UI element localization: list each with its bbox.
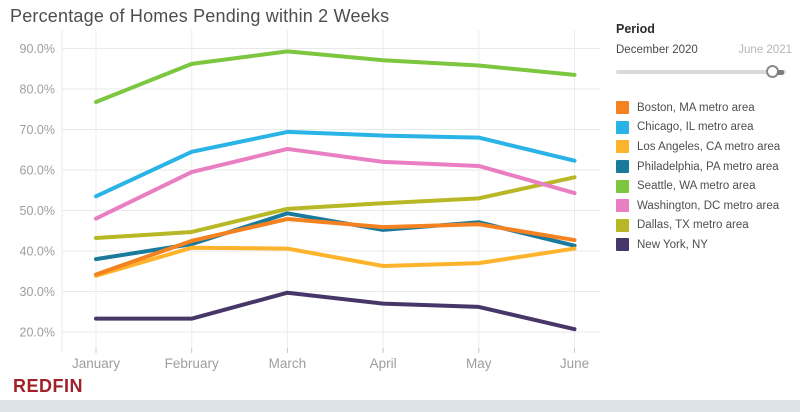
x-tick-label: April xyxy=(370,356,397,371)
y-tick-label: 50.0% xyxy=(20,204,55,218)
legend-label: Seattle, WA metro area xyxy=(637,180,756,193)
slider-handle[interactable] xyxy=(766,65,785,78)
series-line-los-angeles-ca-metro-area xyxy=(94,245,577,278)
x-tick-label: March xyxy=(269,356,307,371)
period-slider[interactable] xyxy=(614,64,788,80)
x-tick-label: February xyxy=(165,356,219,371)
legend-item[interactable]: Los Angeles, CA metro area xyxy=(616,137,794,157)
legend-swatch xyxy=(616,160,629,174)
legend-label: Washington, DC metro area xyxy=(637,199,780,212)
series-line-dallas-tx-metro-area xyxy=(94,175,577,241)
series-line-seattle-wa-metro-area xyxy=(94,49,577,104)
legend-item[interactable]: Boston, MA metro area xyxy=(616,98,794,118)
x-tick-label: June xyxy=(560,356,589,371)
y-tick-label: 20.0% xyxy=(20,326,55,340)
period-filter-title: Period xyxy=(616,22,655,36)
legend-swatch xyxy=(616,101,629,115)
legend-label: Philadelphia, PA metro area xyxy=(637,160,779,173)
y-tick-label: 80.0% xyxy=(20,83,55,97)
legend-swatch xyxy=(616,120,629,134)
page-title: Percentage of Homes Pending within 2 Wee… xyxy=(10,6,390,26)
legend-item[interactable]: Seattle, WA metro area xyxy=(616,176,794,196)
legend-swatch xyxy=(616,140,629,154)
chart-legend: Boston, MA metro area Chicago, IL metro a… xyxy=(614,98,794,255)
y-tick-label: 70.0% xyxy=(20,123,55,137)
legend-label: New York, NY xyxy=(637,238,708,251)
y-tick-label: 60.0% xyxy=(20,164,55,178)
legend-label: Boston, MA metro area xyxy=(637,101,755,114)
legend-item[interactable]: Chicago, IL metro area xyxy=(616,118,794,138)
slider-handle-stem xyxy=(777,69,785,75)
legend-item[interactable]: Philadelphia, PA metro area xyxy=(616,157,794,177)
series-line-washington-dc-metro-area xyxy=(94,146,577,221)
legend-item[interactable]: New York, NY xyxy=(616,235,794,255)
legend-item[interactable]: Washington, DC metro area xyxy=(616,196,794,216)
redfin-logo: REDFIN xyxy=(13,376,83,396)
y-tick-label: 90.0% xyxy=(20,42,55,56)
legend-swatch xyxy=(616,218,629,232)
legend-label: Dallas, TX metro area xyxy=(637,219,749,232)
line-chart: 90.0% 80.0% 70.0% 60.0% 50.0% 40.0% 30.0% 20.0%… xyxy=(20,30,600,371)
series-line-chicago-il-metro-area xyxy=(94,129,577,199)
x-tick-label: May xyxy=(466,356,492,371)
series-line-philadelphia-pa-metro-area xyxy=(94,211,577,262)
legend-label: Los Angeles, CA metro area xyxy=(637,140,781,153)
x-tick-label: January xyxy=(72,356,120,371)
slider-track[interactable] xyxy=(616,70,786,74)
period-start-label: December 2020 xyxy=(616,44,698,56)
period-end-label: June 2021 xyxy=(738,44,792,56)
period-range-labels: December 2020 June 2021 xyxy=(614,44,794,56)
footer-bar xyxy=(0,400,800,412)
legend-label: Chicago, IL metro area xyxy=(637,121,754,134)
legend-swatch xyxy=(616,179,629,193)
legend-swatch xyxy=(616,238,629,252)
y-tick-label: 40.0% xyxy=(20,245,55,259)
y-tick-label: 30.0% xyxy=(20,285,55,299)
series-line-new-york-ny xyxy=(94,290,577,332)
filter-panel: Period December 2020 June 2021 Boston, M… xyxy=(614,22,794,255)
series-line-boston-ma-metro-area xyxy=(94,217,577,277)
legend-item[interactable]: Dallas, TX metro area xyxy=(616,216,794,236)
legend-swatch xyxy=(616,199,629,213)
